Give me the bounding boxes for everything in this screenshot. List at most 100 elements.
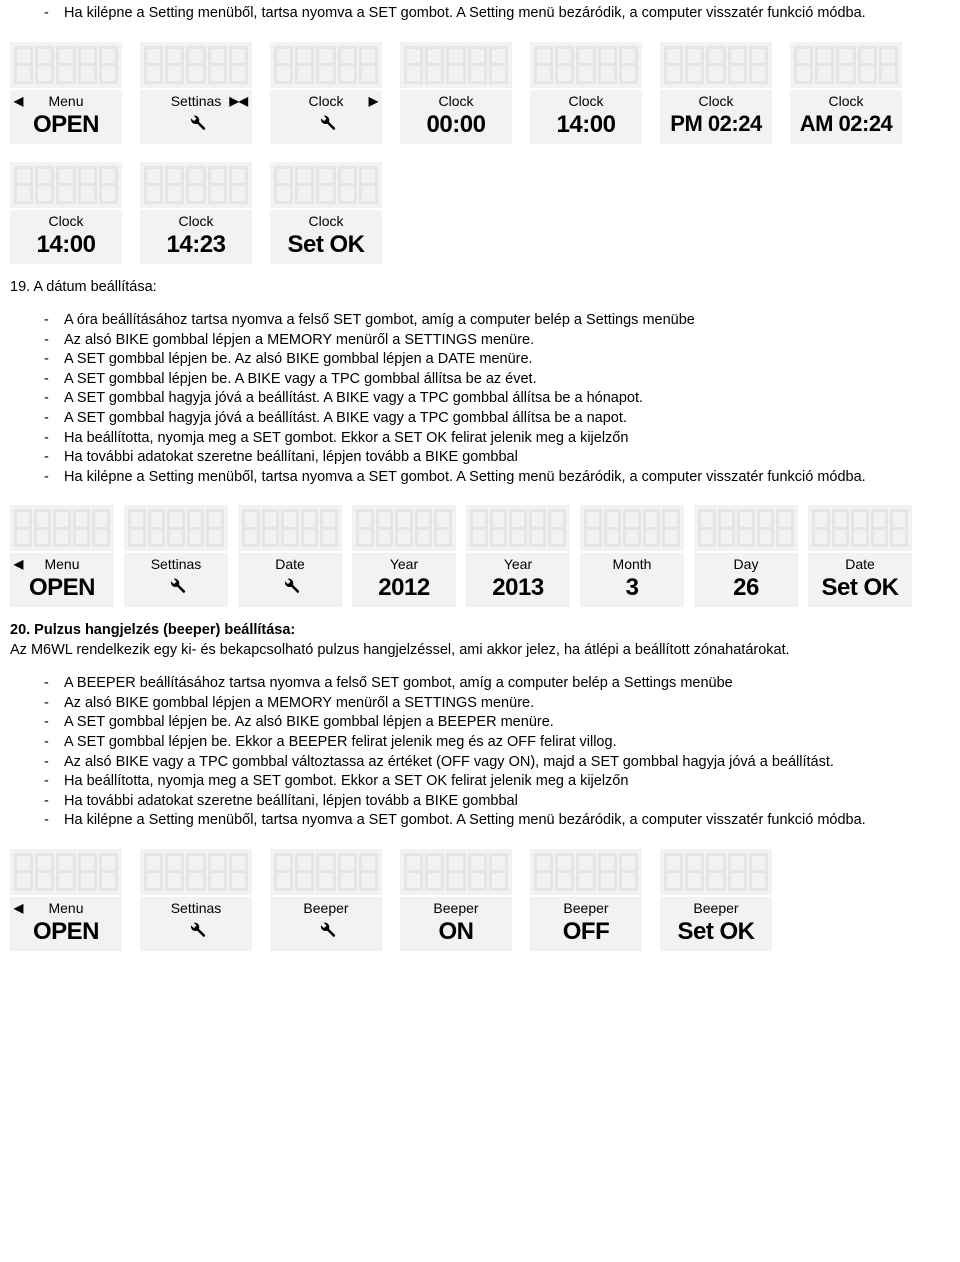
lcd-main-value bbox=[270, 112, 382, 144]
lcd-strip-beeper: Menu◀OPENSettinasBeeperBeeperONBeeperOFF… bbox=[10, 849, 950, 951]
lcd-cell: Month3 bbox=[580, 505, 684, 607]
lcd-main-value: OPEN bbox=[10, 919, 122, 951]
lcd-label: Clock bbox=[400, 90, 512, 112]
lcd-cell: Clock14:00 bbox=[530, 42, 642, 144]
lcd-ghost-digits bbox=[352, 505, 456, 553]
lcd-main-value: Set OK bbox=[660, 919, 772, 951]
list-item: A SET gombbal lépjen be. Az alsó BIKE go… bbox=[44, 713, 950, 733]
lcd-main-value: Set OK bbox=[808, 575, 912, 607]
list-item: Ha kilépne a Setting menüből, tartsa nyo… bbox=[44, 811, 950, 831]
list-item-text: Ha kilépne a Setting menüből, tartsa nyo… bbox=[64, 469, 866, 485]
lcd-ghost-digits bbox=[400, 42, 512, 90]
sec20-list: A BEEPER beállításához tartsa nyomva a f… bbox=[10, 674, 950, 831]
list-item-text: A SET gombbal hagyja jóvá a beállítást. … bbox=[64, 410, 627, 426]
lcd-cell: BeeperOFF bbox=[530, 849, 642, 951]
lcd-ghost-digits bbox=[140, 42, 252, 90]
lcd-ghost-digits bbox=[140, 849, 252, 897]
nav-left-icon: ◀ bbox=[14, 93, 23, 109]
list-item-text: A SET gombbal lépjen be. A BIKE vagy a T… bbox=[64, 371, 537, 387]
lcd-main-value: 14:23 bbox=[140, 232, 252, 264]
lcd-label: Beeper bbox=[530, 897, 642, 919]
lcd-ghost-digits bbox=[660, 849, 772, 897]
list-item: A BEEPER beállításához tartsa nyomva a f… bbox=[44, 674, 950, 694]
wrench-icon bbox=[315, 111, 337, 137]
lcd-ghost-digits bbox=[400, 849, 512, 897]
lcd-strip-date: Menu◀OPENSettinasDateYear2012Year2013Mon… bbox=[10, 505, 950, 607]
lcd-main-value: 14:00 bbox=[530, 112, 642, 144]
lcd-cell: BeeperSet OK bbox=[660, 849, 772, 951]
list-item-text: A SET gombbal lépjen be. Az alsó BIKE go… bbox=[64, 351, 533, 367]
sec19-title: 19. A dátum beállítása: bbox=[10, 278, 950, 298]
lcd-main-value: AM 02:24 bbox=[790, 112, 902, 144]
lcd-main-value: OPEN bbox=[10, 575, 114, 607]
lcd-main-value bbox=[124, 575, 228, 607]
lcd-ghost-digits bbox=[10, 849, 122, 897]
lcd-label: Month bbox=[580, 553, 684, 575]
list-item: Az alsó BIKE gombbal lépjen a MEMORY men… bbox=[44, 331, 950, 351]
lcd-main-value: PM 02:24 bbox=[660, 112, 772, 144]
lcd-cell: Menu◀OPEN bbox=[10, 42, 122, 144]
lcd-cell: Settinas bbox=[124, 505, 228, 607]
lcd-ghost-digits bbox=[270, 162, 382, 210]
list-item-text: Az alsó BIKE vagy a TPC gombbal változta… bbox=[64, 754, 834, 770]
list-item-text: A SET gombbal hagyja jóvá a beállítást. … bbox=[64, 390, 643, 406]
lcd-main-value: 2013 bbox=[466, 575, 570, 607]
lcd-main-value bbox=[140, 112, 252, 144]
lcd-label: Date bbox=[808, 553, 912, 575]
lcd-cell: Date bbox=[238, 505, 342, 607]
lcd-ghost-digits bbox=[530, 849, 642, 897]
lcd-label: Clock bbox=[530, 90, 642, 112]
list-item: A SET gombbal hagyja jóvá a beállítást. … bbox=[44, 389, 950, 409]
list-item: A SET gombbal lépjen be. Ekkor a BEEPER … bbox=[44, 733, 950, 753]
lcd-ghost-digits bbox=[808, 505, 912, 553]
list-item: A SET gombbal lépjen be. A BIKE vagy a T… bbox=[44, 370, 950, 390]
lcd-main-value bbox=[140, 919, 252, 951]
lcd-main-value: ON bbox=[400, 919, 512, 951]
lcd-label: Year bbox=[352, 553, 456, 575]
list-item: Ha beállította, nyomja meg a SET gombot.… bbox=[44, 772, 950, 792]
lcd-ghost-digits bbox=[10, 42, 122, 90]
lcd-main-value: 3 bbox=[580, 575, 684, 607]
lcd-ghost-digits bbox=[660, 42, 772, 90]
list-item-text: Ha kilépne a Setting menüből, tartsa nyo… bbox=[64, 812, 866, 828]
list-item-text: A SET gombbal lépjen be. Ekkor a BEEPER … bbox=[64, 734, 617, 750]
intro-text: Ha kilépne a Setting menüből, tartsa nyo… bbox=[64, 5, 866, 21]
lcd-label: Menu◀ bbox=[10, 897, 122, 919]
lcd-label: Clock bbox=[140, 210, 252, 232]
lcd-ghost-digits bbox=[270, 42, 382, 90]
lcd-label: Menu◀ bbox=[10, 553, 114, 575]
lcd-ghost-digits bbox=[270, 849, 382, 897]
lcd-label: Beeper bbox=[270, 897, 382, 919]
sec19-list: A óra beállításához tartsa nyomva a fels… bbox=[10, 311, 950, 487]
lcd-cell: Menu◀OPEN bbox=[10, 505, 114, 607]
wrench-icon bbox=[185, 918, 207, 944]
lcd-main-value: OFF bbox=[530, 919, 642, 951]
lcd-label: Clock bbox=[10, 210, 122, 232]
list-item-text: Ha beállította, nyomja meg a SET gombot.… bbox=[64, 773, 628, 789]
lcd-main-value: 2012 bbox=[352, 575, 456, 607]
list-item: Ha további adatokat szeretne beállítani,… bbox=[44, 792, 950, 812]
lcd-ghost-digits bbox=[10, 162, 122, 210]
list-item: Ha kilépne a Setting menüből, tartsa nyo… bbox=[44, 468, 950, 488]
lcd-cell: Clock14:00 bbox=[10, 162, 122, 264]
lcd-label: Beeper bbox=[660, 897, 772, 919]
lcd-cell: Settinas bbox=[140, 849, 252, 951]
list-item: Ha beállította, nyomja meg a SET gombot.… bbox=[44, 429, 950, 449]
lcd-cell: Clock00:00 bbox=[400, 42, 512, 144]
lcd-ghost-digits bbox=[140, 162, 252, 210]
wrench-icon bbox=[279, 574, 301, 600]
list-item-text: Az alsó BIKE gombbal lépjen a MEMORY men… bbox=[64, 695, 534, 711]
wrench-icon bbox=[185, 111, 207, 137]
lcd-cell: ClockAM 02:24 bbox=[790, 42, 902, 144]
lcd-cell: Clock14:23 bbox=[140, 162, 252, 264]
lcd-label: Year bbox=[466, 553, 570, 575]
lcd-cell: Menu◀OPEN bbox=[10, 849, 122, 951]
lcd-cell: ClockSet OK bbox=[270, 162, 382, 264]
lcd-main-value: 14:00 bbox=[10, 232, 122, 264]
lcd-main-value: 26 bbox=[694, 575, 798, 607]
lcd-label: Beeper bbox=[400, 897, 512, 919]
wrench-icon bbox=[315, 918, 337, 944]
lcd-label: Clock bbox=[660, 90, 772, 112]
lcd-main-value bbox=[238, 575, 342, 607]
lcd-cell: ClockPM 02:24 bbox=[660, 42, 772, 144]
